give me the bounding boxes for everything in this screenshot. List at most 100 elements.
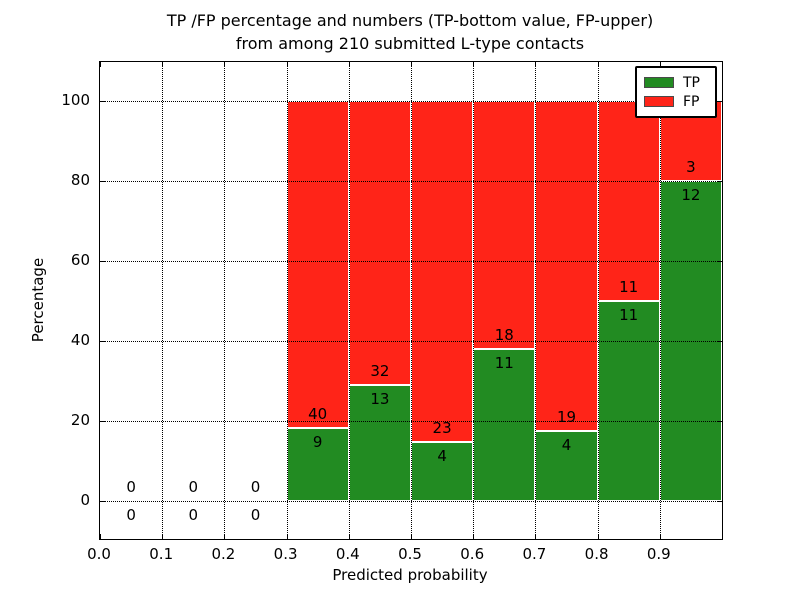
- vertical-gridline: [659, 62, 661, 539]
- y-tickmark-right: [717, 261, 722, 262]
- tp-count-label: 0: [126, 506, 136, 524]
- fp-count-label: 23: [432, 418, 452, 437]
- plot-area: 0 0 0 0 0 0 40 9 32 13 23 4 18 11 19 4 11 11 3 12 TP FP: [99, 61, 723, 540]
- fp-count-label: 0: [188, 478, 199, 496]
- vertical-gridline: [286, 62, 288, 539]
- vertical-gridline: [597, 62, 599, 539]
- y-tick-label: 0: [80, 491, 90, 509]
- legend-label-fp: FP: [683, 93, 700, 110]
- tp-bar-segment: [348, 385, 411, 501]
- y-tickmark-right: [717, 421, 722, 422]
- x-tickmark-top: [722, 62, 723, 67]
- fp-count-label: 19: [556, 408, 577, 427]
- x-tickmark-bottom: [597, 534, 599, 539]
- y-axis-label: Percentage: [29, 257, 47, 343]
- x-tickmark-top: [659, 62, 661, 67]
- x-tickmark-bottom: [659, 534, 661, 539]
- x-tickmark-top: [162, 62, 164, 67]
- vertical-gridline: [348, 62, 350, 539]
- chart-title-line1: TP /FP percentage and numbers (TP-bottom…: [166, 11, 654, 30]
- tp-bar-segment: [535, 431, 598, 501]
- tp-count-label: 9: [312, 432, 323, 451]
- fp-count-label: 18: [494, 326, 514, 345]
- vertical-gridline: [535, 62, 537, 539]
- x-tickmark-bottom: [348, 534, 350, 539]
- x-tick-label: 0.7: [522, 545, 547, 563]
- tp-count-label: 11: [494, 354, 514, 373]
- vertical-gridline: [411, 62, 412, 539]
- x-tickmark-bottom: [286, 534, 288, 539]
- y-tick-label: 80: [70, 171, 90, 189]
- tp-count-label: 4: [561, 436, 572, 455]
- y-tick-label: 20: [70, 411, 90, 429]
- x-tick-label: 0.8: [584, 545, 609, 563]
- x-tickmark-bottom: [100, 534, 101, 539]
- legend-item-fp: FP: [644, 92, 708, 111]
- vertical-gridline: [162, 62, 164, 539]
- fp-count-label: 0: [250, 478, 261, 496]
- fp-count-label: 3: [686, 158, 696, 176]
- tp-count-label: 0: [188, 506, 199, 524]
- x-tick-label: 0.1: [149, 545, 174, 563]
- tp-count-label: 0: [250, 506, 261, 524]
- x-tickmark-top: [411, 62, 412, 67]
- tp-bar-segment: [597, 301, 660, 501]
- fp-count-label: 0: [126, 478, 136, 496]
- x-tickmark-bottom: [411, 534, 412, 539]
- x-tickmark-top: [535, 62, 537, 67]
- y-tickmark-right: [717, 501, 722, 502]
- y-tickmark-right: [717, 341, 722, 342]
- tp-count-label: 11: [619, 306, 639, 324]
- vertical-gridline: [224, 62, 226, 539]
- tp-bar-segment: [286, 427, 349, 501]
- x-tick-label: 0.4: [335, 545, 360, 563]
- y-tick-label: 60: [70, 251, 90, 269]
- fp-color-swatch: [644, 96, 674, 107]
- fp-count-label: 32: [370, 362, 390, 381]
- x-tickmark-top: [224, 62, 226, 67]
- y-tickmark-left: [100, 421, 105, 422]
- y-tick-label: 100: [61, 91, 90, 109]
- fp-bar-segment: [535, 101, 598, 432]
- fp-bar-segment: [473, 101, 536, 350]
- legend-label-tp: TP: [683, 74, 700, 91]
- tp-bar-segment: [473, 349, 536, 501]
- vertical-gridline: [473, 62, 475, 539]
- x-axis-label: Predicted probability: [332, 566, 488, 584]
- y-tick-label: 40: [70, 331, 90, 349]
- x-tickmark-bottom: [224, 534, 226, 539]
- y-tickmark-right: [717, 101, 722, 102]
- tp-count-label: 12: [681, 186, 701, 204]
- x-tick-label: 0.2: [211, 545, 236, 563]
- tp-color-swatch: [644, 77, 674, 88]
- x-tickmark-top: [286, 62, 288, 67]
- chart-title: TP /FP percentage and numbers (TP-bottom…: [99, 9, 721, 55]
- y-tickmark-right: [717, 181, 722, 182]
- x-tickmark-top: [473, 62, 475, 67]
- x-tick-label: 0.3: [273, 545, 298, 563]
- tp-count-label: 4: [437, 446, 447, 465]
- x-tickmark-bottom: [473, 534, 475, 539]
- x-tickmark-top: [597, 62, 599, 67]
- fp-bar-segment: [411, 101, 474, 442]
- x-tickmark-bottom: [535, 534, 537, 539]
- x-tickmark-bottom: [162, 534, 164, 539]
- legend-item-tp: TP: [644, 73, 708, 92]
- y-tickmark-left: [100, 341, 105, 342]
- chart-title-line2: from among 210 submitted L-type contacts: [235, 34, 585, 53]
- x-tickmark-bottom: [722, 534, 723, 539]
- x-tickmark-top: [100, 62, 101, 67]
- fp-bar-segment: [597, 101, 660, 301]
- x-tick-label: 0.5: [398, 545, 422, 563]
- fp-count-label: 11: [619, 278, 639, 296]
- y-tickmark-left: [100, 261, 105, 262]
- fp-count-label: 40: [308, 404, 328, 423]
- x-tick-label: 0.9: [646, 545, 671, 563]
- tp-count-label: 13: [370, 390, 390, 409]
- legend: TP FP: [635, 66, 717, 118]
- tp-bar-segment: [411, 441, 474, 501]
- y-tickmark-left: [100, 101, 105, 102]
- x-tickmark-top: [348, 62, 350, 67]
- x-tick-label: 0.6: [460, 545, 485, 563]
